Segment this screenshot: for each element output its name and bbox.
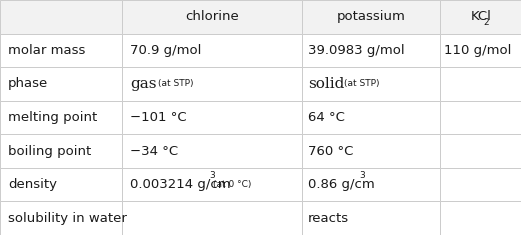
Bar [440,34,521,67]
Text: density: density [8,178,57,191]
Text: boiling point: boiling point [8,145,91,158]
Text: 760 °C: 760 °C [308,145,354,158]
Bar [122,67,302,101]
Text: solid: solid [308,77,344,91]
Text: 64 °C: 64 °C [308,111,345,124]
Bar [440,201,521,235]
Bar [122,101,302,134]
Bar [302,67,440,101]
Text: 39.0983 g/mol: 39.0983 g/mol [308,44,405,57]
Bar [302,201,440,235]
Bar [302,134,440,168]
Text: 2: 2 [483,18,489,27]
Bar [0,168,122,201]
Text: −34 °C: −34 °C [130,145,179,158]
Bar [440,168,521,201]
Text: 70.9 g/mol: 70.9 g/mol [130,44,202,57]
Text: 0.86 g/cm: 0.86 g/cm [308,178,375,191]
Text: 110 g/mol: 110 g/mol [444,44,512,57]
Bar [302,168,440,201]
Bar [440,0,521,34]
Bar [0,0,122,34]
Text: 3: 3 [359,171,365,180]
Text: solubility in water: solubility in water [8,212,127,225]
Bar [302,0,440,34]
Bar [0,101,122,134]
Bar [440,101,521,134]
Bar [302,34,440,67]
Bar [0,201,122,235]
Text: phase: phase [8,77,48,90]
Bar [0,134,122,168]
Text: melting point: melting point [8,111,97,124]
Text: gas: gas [130,77,157,91]
Bar [0,34,122,67]
Bar [122,168,302,201]
Text: (at STP): (at STP) [344,79,380,88]
Bar [122,201,302,235]
Text: chlorine: chlorine [185,10,239,23]
Text: KCl: KCl [470,10,491,23]
Text: (at STP): (at STP) [158,79,194,88]
Text: potassium: potassium [337,10,406,23]
Text: 3: 3 [209,171,215,180]
Bar [122,0,302,34]
Text: molar mass: molar mass [8,44,85,57]
Bar [302,101,440,134]
Bar [440,134,521,168]
Text: −101 °C: −101 °C [130,111,187,124]
Bar [440,67,521,101]
Text: (at 0 °C): (at 0 °C) [214,180,252,189]
Bar [0,67,122,101]
Text: 0.003214 g/cm: 0.003214 g/cm [130,178,231,191]
Text: reacts: reacts [308,212,349,225]
Bar [122,134,302,168]
Bar [122,34,302,67]
